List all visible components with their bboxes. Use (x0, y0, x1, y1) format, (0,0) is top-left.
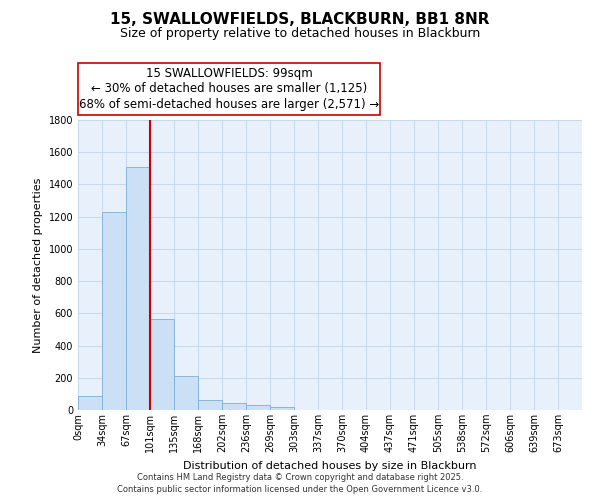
Bar (78, 396, 102, 410)
Text: Contains HM Land Registry data © Crown copyright and database right 2025.: Contains HM Land Registry data © Crown c… (137, 472, 463, 482)
Bar (222, 403, 246, 410)
Text: 15 SWALLOWFIELDS: 99sqm: 15 SWALLOWFIELDS: 99sqm (146, 66, 313, 80)
Text: 15, SWALLOWFIELDS, BLACKBURN, BB1 8NR: 15, SWALLOWFIELDS, BLACKBURN, BB1 8NR (110, 12, 490, 28)
Bar (246, 405, 270, 410)
Bar (174, 376, 198, 410)
Y-axis label: Number of detached properties: Number of detached properties (33, 178, 43, 352)
Bar (102, 212, 126, 410)
Bar (126, 166, 150, 410)
Text: 68% of semi-detached houses are larger (2,571) →: 68% of semi-detached houses are larger (… (79, 98, 379, 112)
X-axis label: Distribution of detached houses by size in Blackburn: Distribution of detached houses by size … (183, 460, 477, 470)
Text: Contains public sector information licensed under the Open Government Licence v3: Contains public sector information licen… (118, 485, 482, 494)
Text: Size of property relative to detached houses in Blackburn: Size of property relative to detached ho… (120, 28, 480, 40)
Bar (150, 319, 174, 410)
Bar (270, 407, 294, 410)
Text: ← 30% of detached houses are smaller (1,125): ← 30% of detached houses are smaller (1,… (91, 82, 367, 96)
Bar (198, 400, 222, 410)
